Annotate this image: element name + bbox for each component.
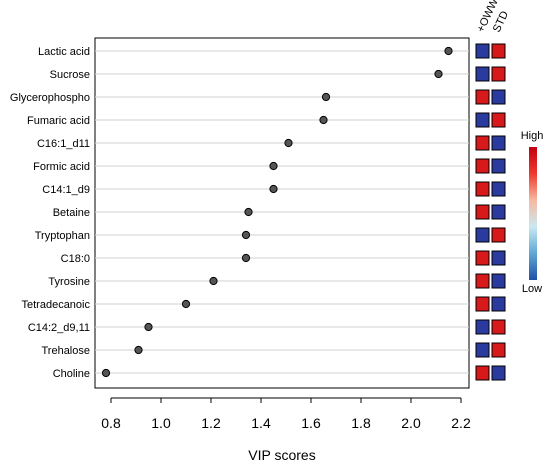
heatmap-cell xyxy=(475,250,490,266)
heatmap-cell xyxy=(475,135,490,151)
y-tick-label: Trehalose xyxy=(41,345,90,357)
heatmap-cell xyxy=(475,273,490,289)
x-tick-label: 1.8 xyxy=(351,415,371,431)
heatmap-cell xyxy=(491,89,506,105)
data-point xyxy=(181,299,191,309)
heatmap-cell xyxy=(475,112,490,128)
heatmap-cell xyxy=(491,135,506,151)
heatmap-cell xyxy=(491,112,506,128)
data-point xyxy=(434,69,443,79)
y-tick-label: Tyrosine xyxy=(48,276,90,288)
x-axis-label: VIP scores xyxy=(248,447,315,463)
data-point xyxy=(134,345,143,355)
y-tick-label: Tryptophan xyxy=(35,230,90,242)
heatmap-cell xyxy=(491,66,506,82)
x-tick-label: 1.4 xyxy=(251,415,271,431)
data-point xyxy=(269,184,278,194)
heatmap-cell xyxy=(475,319,490,335)
y-tick-label: Glycerophospho xyxy=(10,92,90,104)
heatmap-cell xyxy=(475,181,490,197)
y-tick-label: Betaine xyxy=(53,207,90,219)
x-tick-label: 2.0 xyxy=(401,415,421,431)
heatmap-cell xyxy=(475,342,490,358)
y-tick-label: C14:1_d9 xyxy=(42,184,90,196)
heatmap-cell xyxy=(475,296,490,312)
y-tick-label: Sucrose xyxy=(50,69,90,81)
data-point xyxy=(321,92,331,102)
heatmap-cell xyxy=(491,319,506,335)
data-point xyxy=(241,230,251,240)
data-point xyxy=(444,46,453,56)
heatmap-cell xyxy=(475,158,490,174)
y-tick-label: Formic acid xyxy=(33,161,90,173)
grid-lines xyxy=(95,50,469,374)
x-axis: 0.8 1.0 1.2 1.4 1.6 1.8 2.0 2.2 xyxy=(101,397,471,431)
heatmap-cell xyxy=(491,365,506,381)
color-legend: High Low xyxy=(521,130,544,295)
legend-high-label: High xyxy=(521,130,544,142)
y-tick-label: C16:1_d11 xyxy=(37,138,90,150)
heatmap-cell xyxy=(491,204,506,220)
legend-low-label: Low xyxy=(522,283,542,295)
y-axis-labels: Lactic acid Sucrose Glycerophospho Fumaric … xyxy=(10,46,91,380)
heatmap-cell xyxy=(491,273,506,289)
heatmap-cell xyxy=(491,342,506,358)
data-points xyxy=(101,46,453,378)
y-tick-label: Tetradecanoic xyxy=(22,299,91,311)
data-point xyxy=(101,368,111,378)
heatmap-cell xyxy=(475,66,490,82)
heatmap-cell xyxy=(475,204,490,220)
heatmap-cell xyxy=(491,43,506,59)
heatmap-cell xyxy=(475,89,490,105)
heatmap-cell xyxy=(475,227,490,243)
x-tick-label: 1.2 xyxy=(201,415,221,431)
x-tick-label: 2.2 xyxy=(451,415,471,431)
y-tick-label: Fumaric acid xyxy=(27,115,90,127)
x-tick-label: 1.6 xyxy=(301,415,321,431)
x-tick-label: 1.0 xyxy=(151,415,171,431)
legend-colorbar xyxy=(529,147,537,280)
y-tick-label: Choline xyxy=(53,368,90,380)
heatmap-cell xyxy=(491,158,506,174)
x-tick-label: 0.8 xyxy=(101,415,121,431)
heatmap-cell xyxy=(491,181,506,197)
heatmap-cell xyxy=(491,296,506,312)
data-point xyxy=(319,115,328,125)
heatmap-cell xyxy=(475,43,490,59)
y-tick-label: C18:0 xyxy=(61,253,90,265)
heatmap-cell xyxy=(491,250,506,266)
data-point xyxy=(241,253,251,263)
data-point xyxy=(209,276,218,286)
data-point xyxy=(144,322,153,332)
data-point xyxy=(244,207,253,217)
heatmap-cell xyxy=(491,227,506,243)
y-tick-label: Lactic acid xyxy=(38,46,90,58)
heatmap-cell xyxy=(475,365,490,381)
y-tick-label: C14:2_d9,11 xyxy=(28,322,90,334)
plot-frame xyxy=(94,37,470,389)
data-point xyxy=(269,161,278,171)
data-point xyxy=(284,138,293,148)
